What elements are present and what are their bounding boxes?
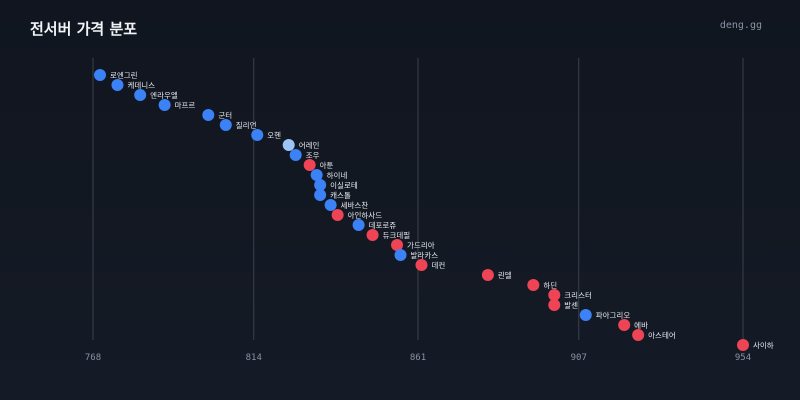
point-label: 발라카스	[411, 251, 439, 260]
point-label: 아인하사드	[348, 210, 383, 220]
point-label: 발센	[564, 300, 578, 310]
data-point[interactable]	[134, 89, 147, 101]
data-point[interactable]	[251, 129, 264, 141]
point-label: 질리언	[236, 120, 257, 130]
x-tick-labels: 768 814 861 907 954	[85, 353, 751, 363]
data-point[interactable]	[93, 69, 106, 81]
point-label: 군터	[218, 111, 232, 120]
point-label: 마프르	[175, 101, 196, 110]
point-label: 듀크데필	[383, 230, 411, 240]
x-tick-label: 861	[410, 353, 426, 363]
point-label: 오헨	[267, 130, 281, 140]
data-point[interactable]	[391, 239, 404, 251]
point-labels: 로엔그린케데니스엔라우엘마프르군터질리언오헨어레인조우아툰하이네이실로테캐스톨세…	[110, 70, 774, 350]
point-label: 아툰	[320, 160, 334, 170]
point-label: 하이네	[327, 170, 348, 180]
brand-label: deng.gg	[719, 20, 762, 31]
data-point[interactable]	[415, 259, 428, 271]
data-point[interactable]	[737, 339, 749, 351]
point-label: 엔라우엘	[150, 90, 178, 100]
data-point[interactable]	[314, 179, 327, 191]
data-point[interactable]	[481, 269, 494, 281]
point-label: 로엔그린	[110, 70, 138, 80]
data-point[interactable]	[324, 199, 337, 211]
point-label: 캐스톨	[330, 191, 351, 200]
data-point[interactable]	[282, 139, 295, 151]
data-point[interactable]	[219, 119, 232, 131]
point-label: 사이하	[753, 340, 774, 350]
data-point[interactable]	[289, 149, 302, 161]
point-label: 가드리아	[407, 240, 435, 250]
data-point[interactable]	[527, 279, 540, 291]
data-point[interactable]	[618, 319, 631, 331]
data-point[interactable]	[158, 99, 171, 111]
data-point[interactable]	[366, 229, 379, 241]
point-label: 조우	[306, 151, 320, 160]
data-point[interactable]	[352, 219, 365, 231]
data-point[interactable]	[310, 169, 323, 181]
point-label: 크리스터	[564, 291, 592, 300]
data-point[interactable]	[548, 299, 561, 311]
x-tick-label: 768	[85, 353, 101, 363]
point-label: 하딘	[543, 280, 557, 290]
point-label: 데컨	[431, 260, 445, 270]
point-label: 세바스찬	[341, 200, 369, 210]
data-point[interactable]	[632, 329, 645, 341]
point-label: 케데니스	[127, 81, 155, 90]
data-points	[93, 69, 749, 351]
x-tick-label: 907	[571, 353, 587, 363]
data-point[interactable]	[394, 249, 407, 261]
data-point[interactable]	[548, 289, 561, 301]
data-point[interactable]	[331, 209, 344, 221]
data-point[interactable]	[303, 159, 316, 171]
point-label: 데포로쥬	[369, 221, 397, 230]
point-label: 아스테어	[648, 330, 676, 340]
data-point[interactable]	[202, 109, 215, 121]
point-label: 파아그리오	[596, 310, 631, 320]
point-label: 에바	[634, 320, 648, 330]
x-tick-label: 954	[735, 353, 751, 363]
data-point[interactable]	[579, 309, 592, 321]
point-label: 이실로테	[330, 180, 358, 190]
point-label: 린델	[498, 270, 512, 280]
data-point[interactable]	[314, 189, 327, 201]
chart-title: 전서버 가격 분포	[30, 20, 138, 38]
point-label: 어레인	[299, 140, 320, 150]
grid-lines	[92, 58, 744, 340]
data-point[interactable]	[111, 79, 124, 91]
x-tick-label: 814	[246, 353, 262, 363]
